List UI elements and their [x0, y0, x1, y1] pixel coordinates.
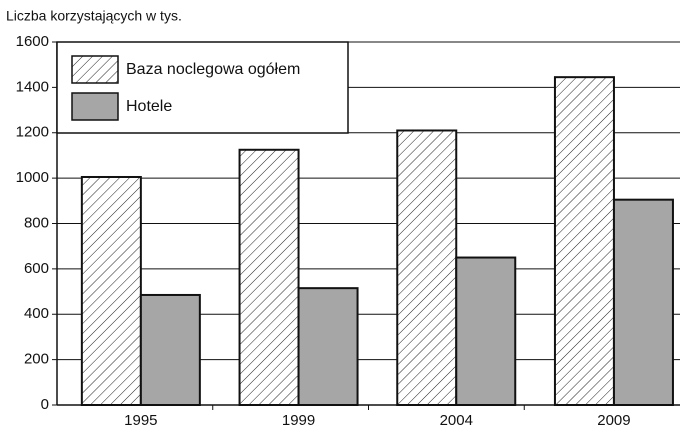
x-tick-label: 2004: [440, 412, 473, 429]
legend-swatch: [71, 55, 119, 84]
x-tick-label: 2009: [597, 412, 630, 429]
x-tick-label: 1999: [282, 412, 315, 429]
bar: [455, 256, 517, 406]
y-tick-label: 1400: [16, 78, 49, 95]
x-tick-label: 1995: [124, 412, 157, 429]
bar: [80, 175, 142, 406]
y-axis-title: Liczba korzystających w tys.: [6, 8, 182, 24]
bar: [553, 76, 615, 407]
bar: [139, 293, 201, 407]
bar: [396, 129, 458, 406]
y-tick-label: 400: [24, 305, 49, 322]
bar: [238, 148, 300, 406]
y-tick-label: 200: [24, 351, 49, 368]
y-tick-label: 800: [24, 214, 49, 231]
y-tick-label: 1200: [16, 124, 49, 141]
legend: Baza noclegowa ogółem Hotele: [56, 41, 349, 134]
y-tick-label: 1600: [16, 33, 49, 50]
legend-label: Baza noclegowa ogółem: [126, 61, 300, 78]
bar: [297, 287, 359, 406]
legend-swatch: [71, 92, 119, 121]
y-tick-label: 0: [41, 396, 49, 413]
y-tick-label: 600: [24, 260, 49, 277]
y-tick-label: 1000: [16, 169, 49, 186]
legend-label: Hotele: [126, 98, 172, 115]
bar: [612, 198, 674, 406]
